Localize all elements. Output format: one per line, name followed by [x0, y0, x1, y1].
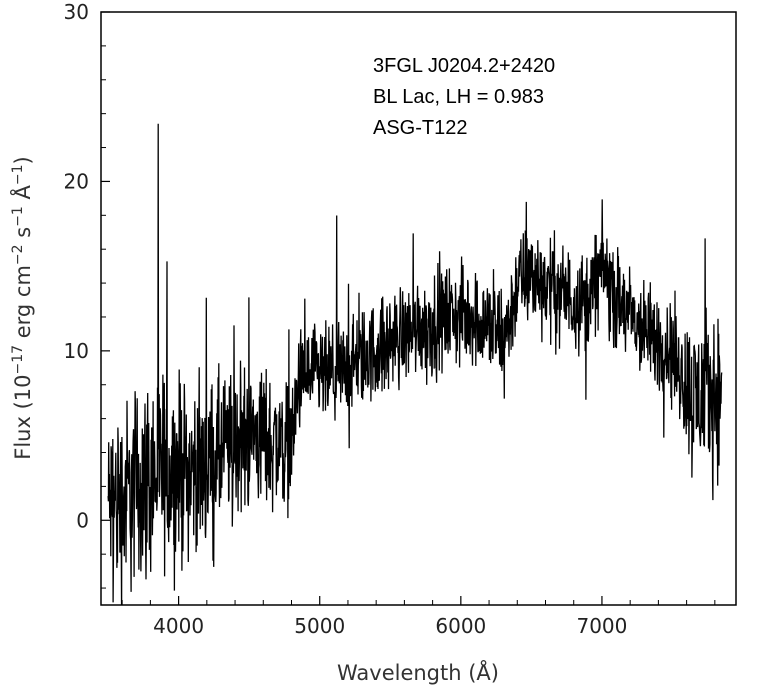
y-tick-label: 0: [76, 508, 89, 532]
y-axis-label: Flux (10−17 erg cm−2 s−1 Å−1): [9, 156, 35, 459]
x-tick-label: 4000: [153, 614, 204, 638]
annotation-classification: BL Lac, LH = 0.983: [373, 86, 544, 108]
y-tick-label: 10: [64, 339, 89, 363]
y-tick-label: 20: [64, 169, 89, 193]
x-tick-label: 5000: [294, 614, 345, 638]
annotation-observation-id: ASG-T122: [373, 117, 467, 139]
x-tick-label: 6000: [435, 614, 486, 638]
axis-ticks: 4000 5000 6000 7000 0 10 20 30: [64, 0, 716, 638]
annotation-source-name: 3FGL J0204.2+2420: [373, 55, 555, 77]
x-tick-label: 7000: [576, 614, 627, 638]
spectrum-series-line: [107, 123, 723, 605]
y-tick-label: 30: [64, 0, 89, 24]
plot-frame: [100, 11, 737, 606]
x-axis-label: Wavelength (Å): [337, 659, 499, 685]
plot-area: [107, 123, 723, 605]
